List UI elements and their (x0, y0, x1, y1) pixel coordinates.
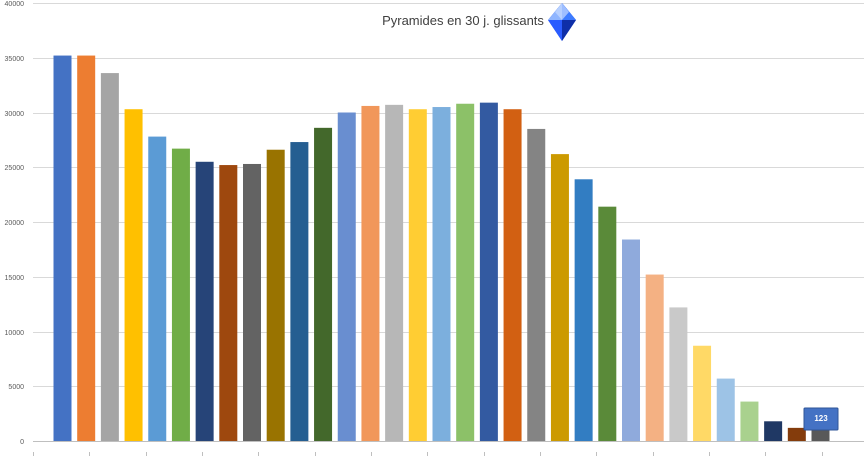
bar (669, 307, 688, 441)
bars (53, 55, 830, 442)
chart-title: Pyramides en 30 j. glissants (382, 13, 544, 28)
y-tick-label: 25000 (5, 165, 25, 172)
bar (598, 206, 617, 441)
bar (171, 148, 190, 441)
bar (479, 102, 498, 442)
y-tick-label: 10000 (5, 330, 25, 337)
bar (195, 161, 214, 441)
bar (408, 109, 427, 441)
value-annotation: 123 (803, 407, 839, 431)
annotation-label: 123 (814, 414, 828, 423)
bar (550, 154, 569, 442)
y-tick-label: 0 (20, 439, 24, 446)
bar (266, 149, 285, 442)
bar (716, 378, 735, 441)
y-tick-label: 35000 (5, 56, 25, 63)
bar (574, 179, 593, 442)
y-tick-label: 30000 (5, 111, 25, 118)
bar (503, 109, 522, 441)
bar (527, 128, 546, 441)
y-tick-label: 5000 (8, 384, 24, 391)
bar (77, 55, 96, 442)
bar (361, 105, 380, 442)
y-tick-label: 15000 (5, 275, 25, 282)
y-tick-label: 40000 (5, 1, 25, 8)
bar (456, 103, 475, 442)
bar (148, 136, 167, 441)
bar (811, 428, 830, 441)
bar (787, 427, 806, 441)
bar (645, 274, 664, 441)
bar (243, 163, 261, 441)
bar (290, 142, 309, 441)
bar (100, 73, 119, 441)
bar (385, 104, 404, 441)
bar (764, 421, 783, 441)
bar (432, 107, 451, 441)
y-tick-label: 20000 (5, 220, 25, 227)
blue-diamond-icon (548, 3, 576, 41)
bar (693, 345, 712, 441)
bar (219, 165, 238, 441)
bar (337, 112, 356, 441)
bar (124, 109, 143, 441)
bar (53, 55, 72, 442)
annotation-badge (803, 407, 839, 431)
y-axis-tick-labels: 0 5000 10000 15000 20000 25000 30000 35000 40000 (5, 1, 25, 446)
bar (314, 127, 333, 441)
bar (740, 401, 759, 441)
bar (622, 239, 640, 441)
x-axis-ticks (33, 452, 823, 456)
